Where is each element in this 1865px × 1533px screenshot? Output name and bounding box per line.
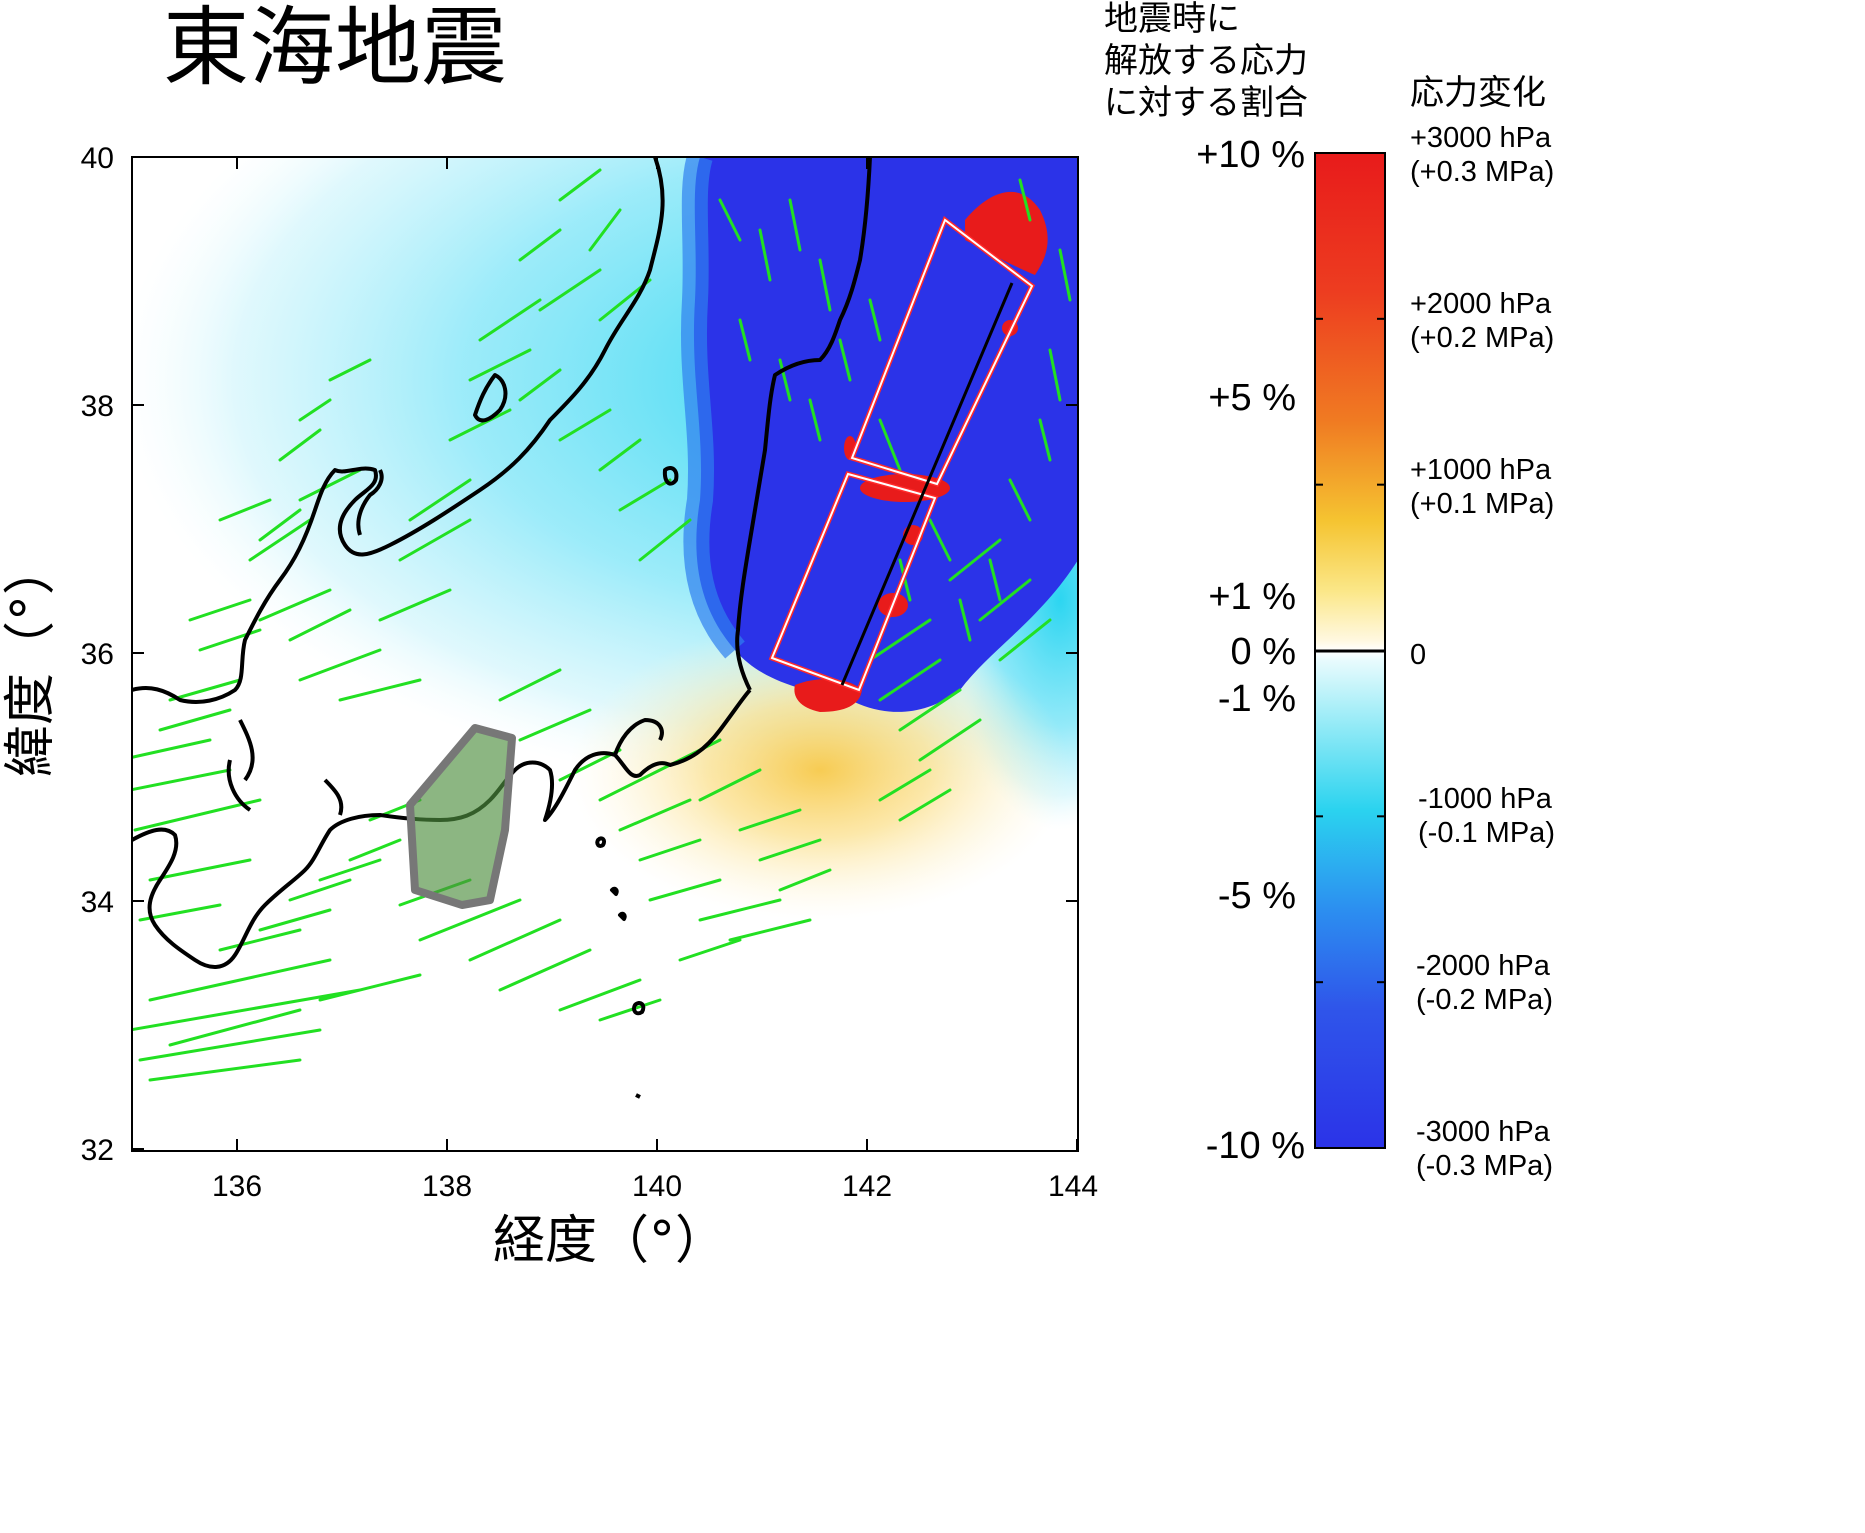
colorbar-header-line: 地震時に bbox=[1104, 0, 1240, 39]
colorbar-stress-labels: +3000 hPa (+0.3 MPa) +2000 hPa (+0.2 MPa… bbox=[1410, 122, 1555, 1182]
percent-label: +1 % bbox=[1208, 576, 1296, 618]
source-faults bbox=[768, 216, 1036, 694]
trench-line bbox=[840, 282, 1014, 686]
y-tick-label: 36 bbox=[81, 638, 114, 671]
x-tick-label: 136 bbox=[212, 1170, 262, 1203]
fault-trace bbox=[132, 738, 422, 1082]
y-axis-label: 緯度（°） bbox=[1, 543, 61, 777]
fault-trace bbox=[718, 198, 882, 442]
axis-ticks bbox=[132, 156, 1078, 1151]
coastline-izu bbox=[613, 718, 664, 756]
stress-label-mpa: (-0.1 MPa) bbox=[1418, 817, 1555, 849]
y-tick-label: 40 bbox=[81, 142, 114, 175]
tokai-source-zone bbox=[406, 724, 516, 909]
active-faults bbox=[132, 168, 1072, 1082]
fault-trace bbox=[868, 538, 1052, 822]
percent-label: +5 % bbox=[1208, 377, 1296, 419]
coastline-oga bbox=[662, 466, 679, 486]
x-tick-labels: 136 138 140 142 144 bbox=[212, 1170, 1098, 1203]
percent-label: -10 % bbox=[1206, 1125, 1305, 1167]
y-tick-label: 32 bbox=[81, 1134, 114, 1167]
colorbar-header-stress-change: 応力変化 bbox=[1410, 73, 1546, 113]
coastline-sado bbox=[473, 373, 508, 423]
stress-label-hpa: -2000 hPa bbox=[1416, 950, 1551, 982]
stress-label-mpa: (-0.2 MPa) bbox=[1416, 984, 1553, 1016]
x-axis-label: 経度（°） bbox=[493, 1211, 727, 1271]
x-tick-marks bbox=[236, 157, 1078, 1151]
stress-label-hpa: +1000 hPa bbox=[1410, 454, 1552, 486]
fault-trace bbox=[518, 168, 692, 562]
colorbar-header-line: 解放する応力 bbox=[1104, 41, 1308, 81]
colorbar-header-line: に対する割合 bbox=[1104, 83, 1308, 123]
stress-label-hpa: -3000 hPa bbox=[1416, 1116, 1551, 1148]
stress-label-hpa: -1000 hPa bbox=[1418, 783, 1553, 815]
coastline-noto bbox=[356, 469, 384, 536]
source-fault-north-inner bbox=[850, 218, 1034, 486]
stress-label-mpa: (+0.1 MPa) bbox=[1410, 488, 1554, 520]
y-tick-marks bbox=[132, 156, 1078, 1150]
y-tick-labels: 40 38 36 34 32 bbox=[81, 142, 114, 1167]
percent-label: +10 % bbox=[1196, 134, 1305, 176]
source-fault-south-inner bbox=[770, 472, 937, 692]
stress-decrease-core-edge bbox=[680, 157, 745, 659]
stress-label-mpa: (+0.3 MPa) bbox=[1410, 156, 1554, 188]
percent-label: -1 % bbox=[1218, 678, 1296, 720]
fault-trace bbox=[498, 668, 832, 892]
coastline-boso-east bbox=[735, 157, 872, 691]
colorbar-percent-labels: +10 % +5 % +1 % 0 % -1 % -5 % -10 % bbox=[1196, 134, 1305, 1167]
x-tick-label: 138 bbox=[422, 1170, 472, 1203]
map-plot-area bbox=[132, 157, 1078, 1151]
coastline-honshu-pacific bbox=[132, 157, 665, 704]
percent-label: 0 % bbox=[1231, 631, 1296, 673]
stress-label-mpa: (+0.2 MPa) bbox=[1410, 322, 1554, 354]
coastline-inner bbox=[226, 719, 344, 816]
percent-label: -5 % bbox=[1218, 875, 1296, 917]
x-tick-label: 142 bbox=[842, 1170, 892, 1203]
x-tick-label: 144 bbox=[1048, 1170, 1098, 1203]
stress-label-hpa: +3000 hPa bbox=[1410, 122, 1552, 154]
stress-label-zero: 0 bbox=[1410, 639, 1426, 671]
map-title: 東海地震 bbox=[163, 0, 507, 98]
x-tick-label: 140 bbox=[632, 1170, 682, 1203]
stress-label-mpa: (-0.3 MPa) bbox=[1416, 1150, 1553, 1182]
fault-trace bbox=[218, 798, 422, 952]
stress-label-hpa: +2000 hPa bbox=[1410, 288, 1552, 320]
fault-trace bbox=[248, 298, 542, 702]
colorbar-ticks bbox=[1315, 317, 1385, 984]
y-tick-label: 34 bbox=[81, 886, 114, 919]
fault-trace bbox=[158, 358, 372, 732]
y-tick-label: 38 bbox=[81, 390, 114, 423]
coastline-izu-islands bbox=[595, 836, 646, 1099]
colorbar-header-ratio: 地震時に 解放する応力 に対する割合 bbox=[1104, 0, 1308, 123]
